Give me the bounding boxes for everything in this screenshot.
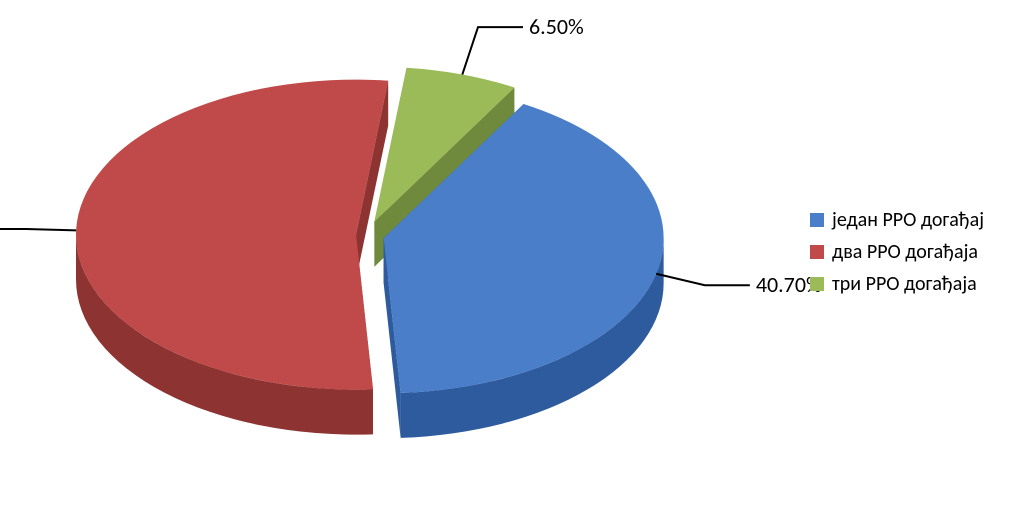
- legend-item-three: три РРО догађаја: [810, 272, 984, 296]
- legend-label-two: два РРО догађаја: [832, 240, 978, 264]
- legend-item-two: два РРО догађаја: [810, 240, 984, 264]
- legend: један РРО догађај два РРО догађаја три Р…: [810, 200, 984, 304]
- legend-label-one: један РРО догађај: [832, 208, 984, 232]
- legend-swatch-three: [810, 277, 824, 291]
- legend-item-one: један РРО догађај: [810, 208, 984, 232]
- legend-swatch-one: [810, 213, 824, 227]
- legend-swatch-two: [810, 245, 824, 259]
- slice-label-three: 6.50%: [529, 13, 584, 40]
- pie-chart-container: 40.70% 52.80% 6.50% један РРО догађај дв…: [0, 0, 1024, 512]
- legend-label-three: три РРО догађаја: [832, 272, 977, 296]
